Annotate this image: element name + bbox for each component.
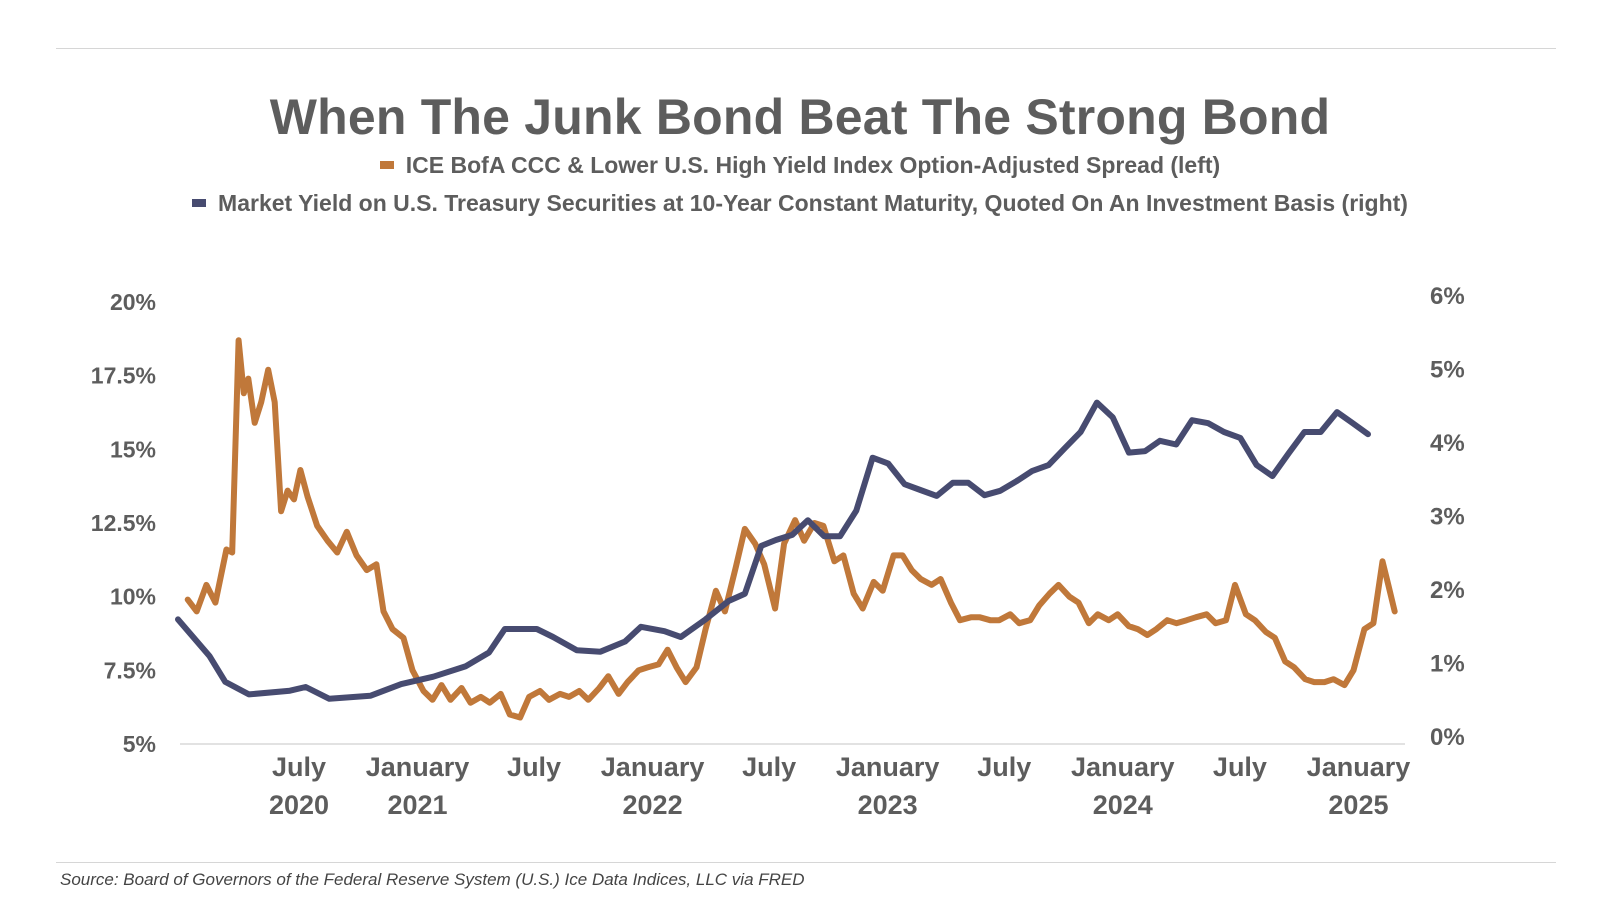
series-line-treasury: [175, 399, 1371, 702]
left-axis-tick-label: 15%: [110, 436, 156, 462]
right-axis-tick-label: 1%: [1430, 651, 1465, 678]
left-axis-tick-label: 12.5%: [91, 510, 156, 536]
series-line-spread: [184, 337, 1398, 721]
x-axis-tick-label: July: [977, 752, 1031, 782]
right-axis-tick-label: 2%: [1430, 577, 1465, 604]
x-axis-tick-label: January: [1071, 752, 1175, 782]
legend-label-spread: ICE BofA CCC & Lower U.S. High Yield Ind…: [405, 152, 1221, 178]
left-axis-tick-label: 7.5%: [104, 657, 156, 683]
legend-swatch-treasury: [192, 198, 207, 207]
right-axis-tick-label: 0%: [1430, 724, 1465, 751]
right-axis-tick-label: 6%: [1430, 283, 1465, 310]
left-axis-tick-label: 5%: [123, 731, 156, 757]
bottom-divider: [56, 862, 1556, 863]
right-axis-tick-label: 5%: [1430, 357, 1465, 384]
x-axis-tick-label: July: [507, 752, 561, 782]
x-axis-year-label: 2023: [858, 790, 918, 820]
left-axis-tick-label: 10%: [110, 584, 156, 610]
x-axis-tick-label: January: [366, 752, 470, 782]
x-axis-year-label: 2021: [387, 790, 447, 820]
left-axis-tick-label: 17.5%: [91, 363, 156, 389]
x-axis-year-label: 2022: [623, 790, 683, 820]
x-axis-tick-label: July: [742, 752, 796, 782]
top-divider: [56, 48, 1556, 49]
chart-title: When The Junk Bond Beat The Strong Bond: [269, 89, 1331, 145]
x-axis-tick-label: January: [836, 752, 940, 782]
right-axis-tick-label: 3%: [1430, 504, 1465, 531]
x-axis-year-label: 2024: [1093, 790, 1153, 820]
x-axis-tick-label: July: [1213, 752, 1267, 782]
x-axis-year-label: 2025: [1328, 790, 1388, 820]
legend-swatch-spread: [379, 160, 394, 169]
x-axis-tick-label: January: [601, 752, 705, 782]
legend-item-spread: ICE BofA CCC & Lower U.S. High Yield Ind…: [0, 152, 1600, 179]
right-axis-tick-label: 4%: [1430, 430, 1465, 457]
left-axis-tick-label: 20%: [110, 289, 156, 315]
x-axis-year-label: 2020: [269, 790, 329, 820]
legend-item-treasury: Market Yield on U.S. Treasury Securities…: [0, 190, 1600, 217]
x-axis-tick-label: January: [1307, 752, 1411, 782]
legend-label-treasury: Market Yield on U.S. Treasury Securities…: [218, 190, 1408, 216]
x-axis-tick-label: July: [272, 752, 326, 782]
source-note: Source: Board of Governors of the Federa…: [60, 870, 805, 889]
